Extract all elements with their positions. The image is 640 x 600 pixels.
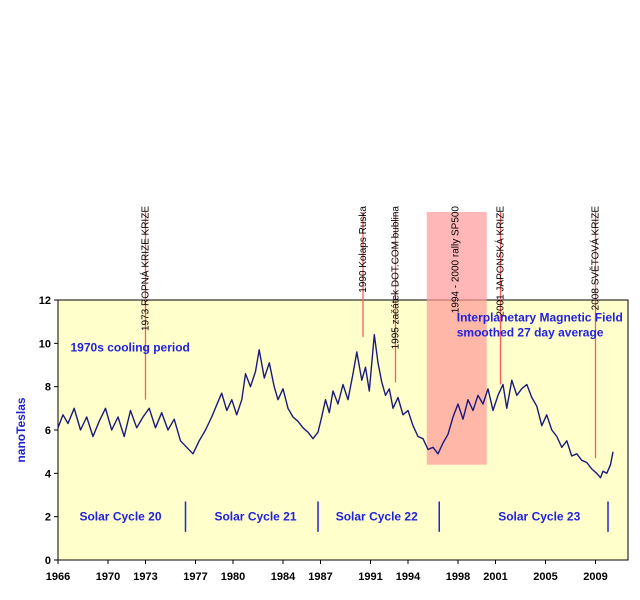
annotation-text: Interplanetary Magnetic Field — [457, 310, 623, 324]
x-tick-label: 1994 — [396, 571, 421, 583]
x-tick-label: 1973 — [133, 571, 157, 583]
x-tick-label: 2009 — [583, 571, 607, 583]
y-axis-title: nanoTeslas — [14, 397, 28, 462]
y-tick-label: 8 — [45, 382, 51, 394]
x-tick-label: 1970 — [96, 571, 120, 583]
x-tick-label: 1987 — [308, 571, 332, 583]
y-tick-label: 12 — [39, 295, 51, 307]
annotation-text: 1970s cooling period — [71, 341, 190, 355]
solar-cycle-label: Solar Cycle 22 — [336, 510, 418, 524]
y-tick-label: 4 — [45, 468, 52, 480]
event-label: 1973 ROPNÁ KRIZE KRIZE — [139, 206, 152, 331]
x-tick-label: 1984 — [271, 571, 296, 583]
rally-band — [426, 212, 487, 465]
annotation-text: smoothed 27 day average — [457, 326, 604, 340]
event-label: 2008 SVĚTOVÁ KRIZE — [589, 206, 602, 311]
solar-cycle-label: Solar Cycle 21 — [214, 510, 296, 524]
event-label: 1994 - 2000 rally SP500 — [451, 206, 462, 314]
y-tick-label: 6 — [45, 425, 51, 437]
solar-cycle-label: Solar Cycle 20 — [79, 510, 161, 524]
x-tick-label: 2005 — [533, 571, 557, 583]
event-label: 1995 začátek DOT.COM bublina — [391, 206, 402, 350]
x-tick-label: 1977 — [183, 571, 207, 583]
solar-cycle-label: Solar Cycle 23 — [498, 510, 580, 524]
x-tick-label: 1966 — [46, 571, 70, 583]
x-tick-label: 1998 — [446, 571, 470, 583]
plot-area — [57, 299, 629, 561]
y-tick-label: 2 — [45, 512, 51, 524]
y-tick-label: 0 — [45, 555, 51, 567]
x-tick-label: 1980 — [221, 571, 245, 583]
event-label: 2001 JAPONSKÁ KRIZE — [494, 206, 507, 317]
x-tick-label: 2001 — [483, 571, 507, 583]
y-tick-label: 10 — [39, 338, 51, 350]
x-tick-label: 1991 — [358, 571, 382, 583]
imf-series-line — [57, 334, 614, 479]
event-label: 1990 Kolaps Ruska — [358, 206, 369, 293]
